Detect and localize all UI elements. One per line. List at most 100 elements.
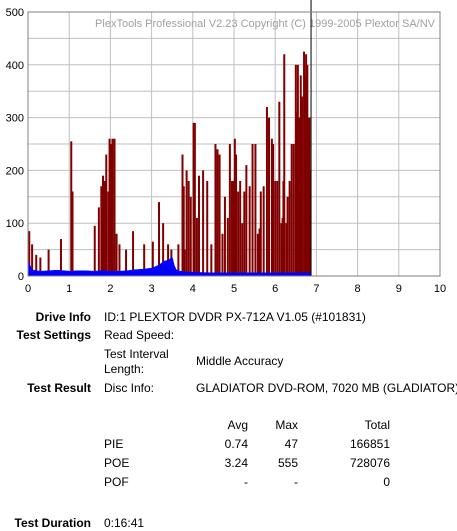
poe-bar xyxy=(195,217,198,276)
poe-bar xyxy=(210,244,213,276)
poe-bar xyxy=(223,196,226,276)
poe-bar xyxy=(286,196,289,276)
drive-info-value: ID:1 PLEXTOR DVDR PX-712A V1.05 (#101831… xyxy=(104,310,366,324)
row-pof-total: 0 xyxy=(383,475,390,489)
x-tick-label: 2 xyxy=(107,283,113,295)
poe-bar xyxy=(218,154,221,276)
poe-bar xyxy=(237,191,240,276)
poe-bar xyxy=(245,165,248,276)
poe-bar xyxy=(125,249,128,276)
poe-bar xyxy=(280,223,283,276)
poe-bar xyxy=(259,191,262,276)
test-interval-label-line2: Length: xyxy=(104,362,145,376)
poe-bar xyxy=(59,239,62,276)
poe-bar xyxy=(283,54,286,276)
x-tick-label: 6 xyxy=(272,283,278,295)
poe-bar xyxy=(226,217,229,276)
poe-bar xyxy=(251,144,254,276)
row-pof-max: - xyxy=(294,475,298,489)
poe-bar xyxy=(47,249,50,276)
x-axis-ticks: 0 1 2 3 4 5 6 7 8 9 10 xyxy=(25,283,446,295)
poe-bar xyxy=(272,144,275,276)
read-speed-label: Read Speed: xyxy=(104,328,175,342)
test-result-label: Test Result xyxy=(27,381,91,395)
poe-bar xyxy=(309,170,312,276)
y-tick-label: 300 xyxy=(6,113,24,125)
poe-bar xyxy=(248,186,251,276)
row-name-pie: PIE xyxy=(104,437,124,451)
poe-bar xyxy=(303,75,306,276)
poe-bar xyxy=(107,191,110,276)
poe-bar xyxy=(111,138,114,276)
pie-series xyxy=(27,256,312,277)
poe-bar xyxy=(189,196,192,276)
col-header-total: Total xyxy=(364,418,390,432)
y-axis-ticks: 0 100 200 300 400 500 xyxy=(6,7,24,283)
poe-bar xyxy=(93,225,96,276)
poe-bar xyxy=(258,228,261,276)
drive-info-label: Drive Info xyxy=(35,310,91,324)
poe-bar xyxy=(162,223,165,276)
row-name-poe: POE xyxy=(104,456,130,470)
poe-bar xyxy=(230,180,233,276)
y-tick-label: 200 xyxy=(6,165,24,177)
poe-bar xyxy=(285,223,288,276)
poe-bar xyxy=(233,138,236,276)
y-tick-label: 500 xyxy=(6,7,24,19)
col-header-max: Max xyxy=(275,418,298,432)
poe-bar xyxy=(35,254,38,276)
poe-bar xyxy=(292,144,295,276)
row-pie-avg: 0.74 xyxy=(224,437,248,451)
poe-bar xyxy=(300,96,303,276)
row-poe-total: 728076 xyxy=(349,456,390,470)
poe-bar xyxy=(70,141,73,276)
poe-bar xyxy=(39,257,42,276)
poe-bar xyxy=(307,117,310,276)
row-pie-max: 47 xyxy=(284,437,298,451)
pie-area xyxy=(27,256,312,277)
poe-bar xyxy=(143,244,146,276)
poe-bar xyxy=(239,180,242,276)
poe-bar xyxy=(108,138,111,276)
poe-bar xyxy=(110,144,113,276)
poe-bar xyxy=(71,191,74,276)
poe-bar xyxy=(115,233,118,276)
poe-bar xyxy=(299,75,302,276)
poe-bar xyxy=(100,186,103,276)
poe-bar xyxy=(181,154,184,276)
poe-bar xyxy=(183,249,186,276)
poe-bar xyxy=(187,180,190,276)
poe-bar xyxy=(206,180,209,276)
poe-bar xyxy=(177,244,180,276)
test-duration-value: 0:16:41 xyxy=(104,516,145,530)
poe-bar xyxy=(274,180,277,276)
poe-bar xyxy=(265,107,268,276)
poe-bar xyxy=(202,170,205,276)
poe-bar xyxy=(214,144,217,276)
x-tick-label: 4 xyxy=(190,283,196,295)
poe-bar xyxy=(295,112,298,276)
plot-frame xyxy=(27,11,441,277)
y-tick-label: 400 xyxy=(6,60,24,72)
test-interval-value: Middle Accuracy xyxy=(196,354,284,368)
poe-bar xyxy=(305,54,308,276)
poe-bar xyxy=(290,144,293,276)
row-name-pof: POF xyxy=(104,475,129,489)
poe-bar xyxy=(113,138,116,276)
poe-bar xyxy=(31,244,34,276)
x-tick-label: 7 xyxy=(313,283,319,295)
poe-series xyxy=(28,51,312,276)
poe-bar xyxy=(270,138,273,276)
poe-bar xyxy=(105,154,108,276)
x-tick-label: 10 xyxy=(434,283,446,295)
poe-bar xyxy=(256,233,259,276)
poe-bar xyxy=(232,180,235,276)
poe-bar xyxy=(254,144,257,276)
poe-bar xyxy=(221,233,224,276)
poe-bar xyxy=(192,122,195,276)
disc-info-label: Disc Info: xyxy=(104,381,155,395)
test-settings-label: Test Settings xyxy=(16,328,91,342)
row-poe-avg: 3.24 xyxy=(224,456,248,470)
poe-bar xyxy=(185,170,188,276)
poe-bar xyxy=(158,202,161,276)
